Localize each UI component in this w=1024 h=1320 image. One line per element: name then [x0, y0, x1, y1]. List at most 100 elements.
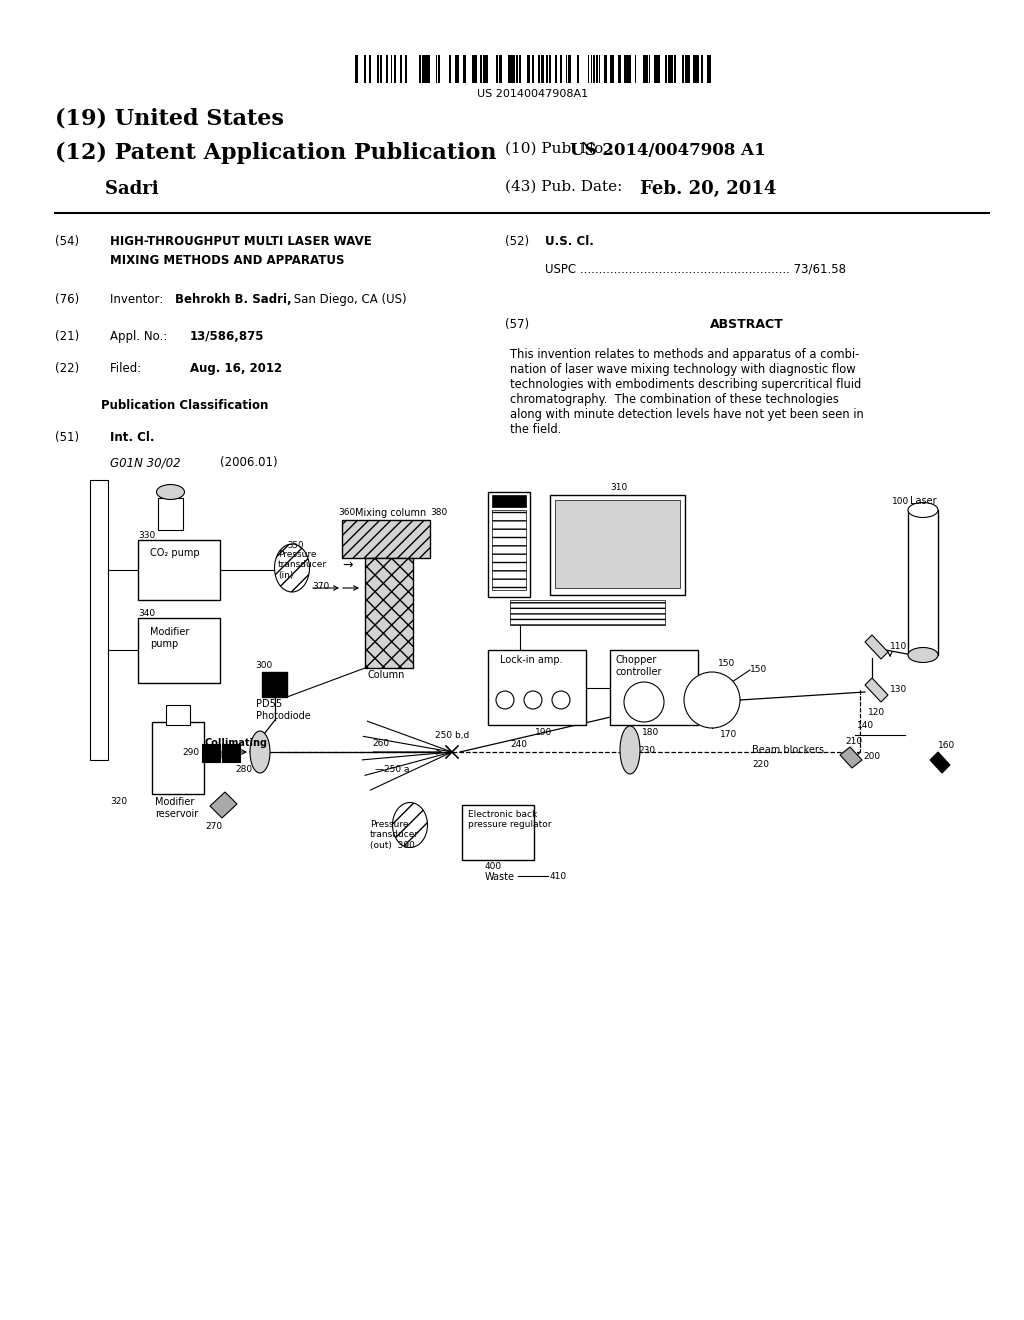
Bar	[585, 55, 588, 83]
Text: (2006.01): (2006.01)	[220, 455, 278, 469]
Bar	[391, 55, 392, 83]
Bar	[438, 55, 440, 83]
Bar	[532, 55, 535, 83]
Text: Feb. 20, 2014: Feb. 20, 2014	[640, 180, 776, 198]
Text: 400: 400	[485, 862, 502, 871]
Text: 270: 270	[205, 822, 222, 832]
Bar	[593, 55, 595, 83]
Text: U.S. Cl.: U.S. Cl.	[545, 235, 594, 248]
Text: 150: 150	[750, 665, 767, 675]
Bar	[427, 55, 431, 83]
Bar	[463, 55, 466, 83]
Bar	[369, 55, 371, 83]
Bar	[607, 55, 610, 83]
Bar	[500, 55, 502, 83]
Text: 110: 110	[890, 642, 907, 651]
Bar	[462, 805, 534, 861]
Circle shape	[624, 682, 664, 722]
Bar	[565, 55, 567, 83]
Bar	[557, 55, 559, 83]
Text: Aug. 16, 2012: Aug. 16, 2012	[190, 362, 283, 375]
Text: 280: 280	[234, 766, 252, 774]
Text: (52): (52)	[505, 235, 529, 248]
Bar	[396, 55, 400, 83]
Text: (12) Patent Application Publication: (12) Patent Application Publication	[55, 143, 497, 164]
Text: 160: 160	[938, 741, 955, 750]
Bar	[90, 480, 108, 760]
Polygon shape	[930, 752, 950, 774]
Bar	[482, 55, 485, 83]
Polygon shape	[210, 792, 237, 818]
Bar	[502, 55, 504, 83]
Bar	[690, 55, 693, 83]
Bar	[492, 510, 526, 590]
Circle shape	[524, 690, 542, 709]
Bar	[524, 55, 526, 83]
Bar	[505, 55, 506, 83]
Text: 220: 220	[752, 760, 769, 770]
Bar	[654, 55, 657, 83]
Text: Modifier
reservoir: Modifier reservoir	[155, 797, 199, 818]
Bar	[682, 55, 684, 83]
Bar	[360, 55, 365, 83]
Bar	[474, 55, 476, 83]
Bar	[490, 55, 494, 83]
Bar	[352, 55, 356, 83]
Bar	[657, 55, 659, 83]
Bar	[679, 55, 680, 83]
Bar	[152, 722, 204, 795]
Text: (10) Pub. No.:: (10) Pub. No.:	[505, 143, 623, 156]
Polygon shape	[865, 678, 888, 702]
Bar	[698, 55, 700, 83]
Text: Column: Column	[368, 671, 406, 680]
Text: 330: 330	[138, 531, 156, 540]
Text: 240: 240	[510, 741, 527, 748]
Bar	[510, 601, 665, 624]
Text: US 2014/0047908 A1: US 2014/0047908 A1	[570, 143, 766, 158]
Bar	[443, 55, 446, 83]
Text: 120: 120	[868, 708, 885, 717]
Bar	[624, 55, 628, 83]
Bar	[685, 55, 688, 83]
Bar	[380, 55, 382, 83]
Bar	[262, 672, 287, 697]
Text: 210: 210	[845, 737, 862, 746]
Ellipse shape	[908, 648, 938, 663]
Bar	[485, 55, 487, 83]
Text: Beam blockers: Beam blockers	[752, 744, 824, 755]
Bar	[615, 55, 618, 83]
Bar	[388, 55, 391, 83]
Bar	[563, 55, 565, 83]
Bar	[638, 55, 640, 83]
Bar	[510, 55, 514, 83]
Text: Mixing column: Mixing column	[355, 508, 426, 517]
Bar	[687, 55, 689, 83]
Text: 260: 260	[372, 739, 389, 748]
Bar	[516, 55, 518, 83]
Bar	[555, 55, 557, 83]
Text: 170: 170	[720, 730, 737, 739]
Circle shape	[684, 672, 740, 729]
Bar	[663, 55, 665, 83]
Bar	[372, 55, 374, 83]
Bar	[908, 510, 938, 655]
Bar	[222, 744, 240, 762]
Text: (76): (76)	[55, 293, 79, 306]
Text: Publication Classification: Publication Classification	[101, 399, 268, 412]
Bar	[622, 55, 623, 83]
Text: —250 a: —250 a	[375, 766, 410, 774]
Text: 200: 200	[863, 752, 880, 762]
Text: 370: 370	[312, 582, 330, 591]
Text: 360: 360	[338, 508, 355, 517]
Bar	[480, 55, 482, 83]
Text: (22): (22)	[55, 362, 79, 375]
Bar	[422, 55, 425, 83]
Bar	[488, 55, 489, 83]
Bar	[610, 649, 698, 725]
Text: 250 b,d: 250 b,d	[435, 731, 469, 741]
Bar	[455, 55, 458, 83]
Bar	[472, 55, 474, 83]
Bar	[577, 55, 580, 83]
Bar	[477, 55, 480, 83]
Text: 150: 150	[718, 659, 735, 668]
